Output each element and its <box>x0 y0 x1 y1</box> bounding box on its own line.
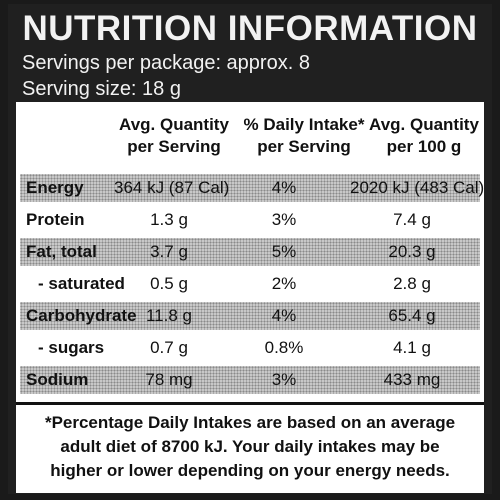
column-header-line: per 100 g <box>386 137 462 156</box>
value-per-serving: 364 kJ (87 Cal) <box>114 178 230 197</box>
value-daily-intake: 0.8% <box>264 338 304 357</box>
panel-title: NUTRITION INFORMATION <box>22 9 478 48</box>
serving-size: Serving size: 18 g <box>22 78 181 100</box>
value-daily-intake: 3% <box>271 370 297 389</box>
table-row-saturated: - saturated 0.5 g 2% 2.8 g <box>20 270 480 298</box>
value-per-serving: 0.7 g <box>150 338 188 357</box>
value-per-100g: 65.4 g <box>388 306 436 325</box>
value-per-100g: 2.8 g <box>393 274 431 293</box>
row-label: - saturated <box>38 274 125 293</box>
value-per-serving: 0.5 g <box>150 274 188 293</box>
value-daily-intake: 2% <box>271 274 297 293</box>
value-per-serving: 11.8 g <box>145 306 192 325</box>
nutrition-table: Avg. Quantity per Serving % Daily Intake… <box>16 102 484 402</box>
row-label: Energy <box>26 178 84 197</box>
footnote-box: *Percentage Daily Intakes are based on a… <box>16 402 484 493</box>
servings-per-package: Servings per package: approx. 8 <box>22 52 310 74</box>
value-per-100g: 4.1 g <box>393 338 431 357</box>
column-header-line: per Serving <box>257 137 351 156</box>
table-row-energy: Energy 364 kJ (87 Cal) 4% 2020 kJ (483 C… <box>20 174 485 202</box>
column-header-line: % Daily Intake* <box>243 115 365 134</box>
row-label: Sodium <box>26 370 89 389</box>
column-header-line: Avg. Quantity <box>119 115 229 134</box>
value-per-100g: 2020 kJ (483 Cal) <box>350 178 485 197</box>
row-label: Fat, total <box>26 242 97 261</box>
column-header-per-100g: Avg. Quantity per 100 g <box>358 114 490 158</box>
value-daily-intake: 4% <box>271 306 297 325</box>
table-row-sugars: - sugars 0.7 g 0.8% 4.1 g <box>20 334 480 362</box>
column-header-daily-intake: % Daily Intake* per Serving <box>240 114 368 158</box>
row-label: Protein <box>26 210 85 229</box>
footnote-line: *Percentage Daily Intakes are based on a… <box>44 413 456 432</box>
value-per-100g: 20.3 g <box>388 242 436 261</box>
table-row-carbohydrate: Carbohydrate 11.8 g 4% 65.4 g <box>20 302 480 330</box>
nutrition-panel: NUTRITION INFORMATION Servings per packa… <box>8 4 492 494</box>
value-per-serving: 3.7 g <box>150 242 188 261</box>
value-per-serving: 1.3 g <box>150 210 188 229</box>
column-header-line: per Serving <box>127 137 221 156</box>
value-per-100g: 433 mg <box>383 370 441 389</box>
footnote-line: adult diet of 8700 kJ. Your daily intake… <box>60 437 440 456</box>
value-daily-intake: 3% <box>271 210 297 229</box>
value-per-serving: 78 mg <box>145 370 193 389</box>
footnote-line: higher or lower depending on your energy… <box>50 461 450 480</box>
row-label: - sugars <box>38 338 105 357</box>
value-daily-intake: 5% <box>271 242 297 261</box>
footnote-text: *Percentage Daily Intakes are based on a… <box>16 411 484 483</box>
table-row-sodium: Sodium 78 mg 3% 433 mg <box>20 366 480 394</box>
row-label: Carbohydrate <box>26 306 137 325</box>
column-header-per-serving: Avg. Quantity per Serving <box>108 114 240 158</box>
value-daily-intake: 4% <box>271 178 297 197</box>
column-header-line: Avg. Quantity <box>369 115 479 134</box>
panel-header: NUTRITION INFORMATION Servings per packa… <box>8 4 492 102</box>
table-row-fat-total: Fat, total 3.7 g 5% 20.3 g <box>20 238 480 266</box>
table-row-protein: Protein 1.3 g 3% 7.4 g <box>20 206 480 234</box>
value-per-100g: 7.4 g <box>393 210 431 229</box>
